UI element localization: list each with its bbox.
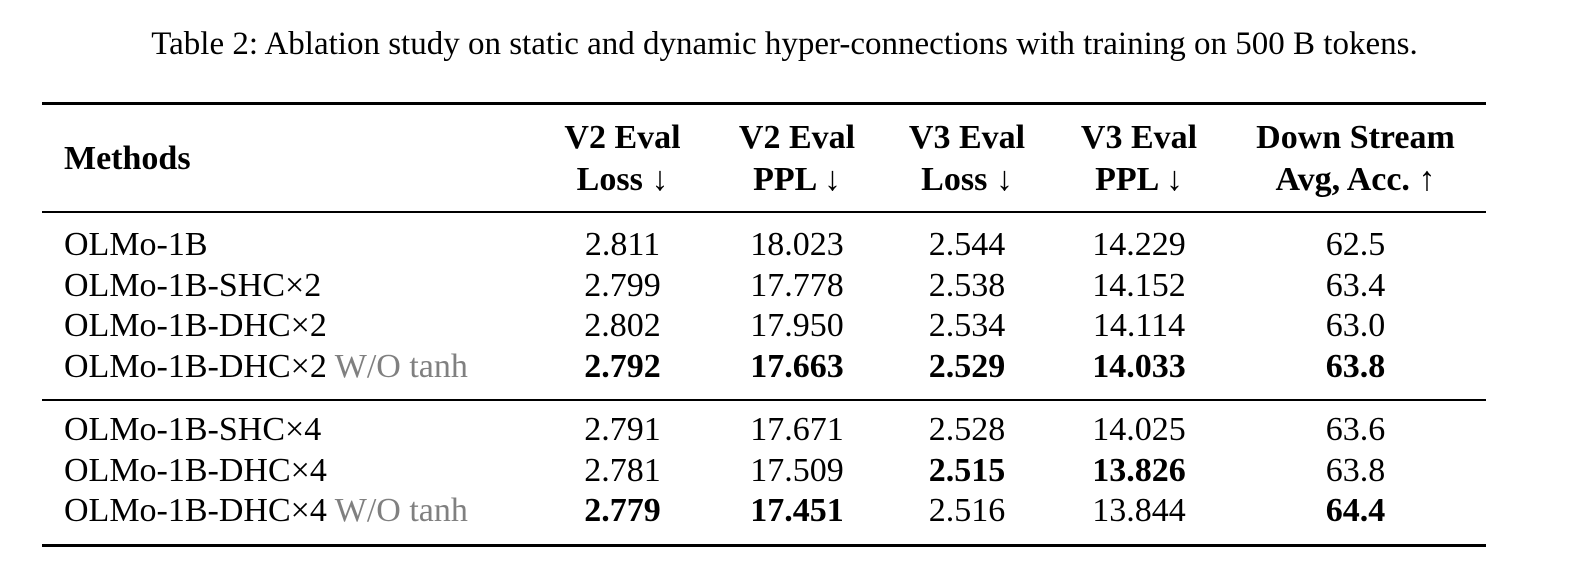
table-caption: Table 2: Ablation study on static and dy… — [151, 26, 1418, 62]
value-cell: 63.6 — [1325, 411, 1386, 448]
method-cell: OLMo-1B-DHC×4 W/O tanh — [42, 491, 532, 545]
value-cell: 14.033 — [1092, 347, 1186, 385]
value-cell: 14.152 — [1092, 266, 1186, 304]
value-cell: 2.538 — [928, 266, 1006, 304]
value-cell: 2.781 — [584, 451, 661, 489]
method-name: OLMo-1B-DHC×2 — [64, 347, 327, 385]
method-name: OLMo-1B-DHC×2 — [64, 307, 327, 344]
header-row: Methods V2 Eval Loss ↓ V2 Eval PPL ↓ V3 … — [42, 103, 1486, 212]
table-row: OLMo-1B-DHC×4 2.781 17.509 2.515 13.826 63.8 — [42, 451, 1486, 492]
value-cell: 18.023 — [750, 226, 844, 263]
value-cell: 63.4 — [1325, 266, 1386, 304]
value-cell: 63.8 — [1325, 451, 1386, 489]
value-cell: 17.671 — [750, 411, 844, 448]
value-cell: 2.544 — [928, 226, 1006, 263]
header-v2-eval-loss: V2 Eval Loss ↓ — [564, 119, 681, 198]
header-v3-eval-ppl: V3 Eval PPL ↓ — [1080, 119, 1198, 198]
method-suffix: W/O tanh — [334, 347, 468, 385]
table-group-2: OLMo-1B-SHC×4 2.791 17.671 2.528 14.025 63.6 O… — [42, 400, 1486, 545]
value-cell: 2.534 — [928, 307, 1006, 344]
table-row: OLMo-1B-DHC×4 W/O tanh 2.779 17.451 2.516 13… — [42, 491, 1486, 545]
method-cell: OLMo-1B-DHC×2 — [42, 306, 532, 347]
table-row: OLMo-1B-SHC×4 2.791 17.671 2.528 14.025 63.6 — [42, 400, 1486, 451]
table-row: OLMo-1B-DHC×2 W/O tanh 2.792 17.663 2.529 14… — [42, 347, 1486, 401]
value-cell: 2.792 — [584, 347, 661, 385]
method-cell: OLMo-1B-DHC×2 W/O tanh — [42, 347, 532, 401]
value-cell: 17.663 — [750, 347, 844, 385]
value-cell: 2.515 — [928, 451, 1006, 489]
value-cell: 2.791 — [584, 411, 661, 448]
table-row: OLMo-1B-DHC×2 2.802 17.950 2.534 14.114 63.0 — [42, 306, 1486, 347]
value-cell: 14.229 — [1092, 226, 1186, 263]
table-row: OLMo-1B-SHC×2 2.799 17.778 2.538 14.152 63.4 — [42, 266, 1486, 307]
value-cell: 2.529 — [928, 347, 1006, 385]
value-cell: 2.811 — [584, 226, 661, 263]
method-name: OLMo-1B-DHC×4 — [64, 492, 327, 529]
value-cell: 14.114 — [1092, 307, 1186, 344]
table-group-1: OLMo-1B 2.811 18.023 2.544 14.229 62.5 OLMo-1B… — [42, 212, 1486, 400]
method-cell: OLMo-1B — [42, 212, 532, 266]
value-cell: 17.950 — [750, 307, 844, 344]
header-v2-eval-ppl: V2 Eval PPL ↓ — [738, 119, 856, 198]
method-name: OLMo-1B-SHC×2 — [64, 266, 322, 304]
value-cell: 64.4 — [1325, 492, 1386, 529]
method-name: OLMo-1B-SHC×4 — [64, 411, 322, 448]
results-table: Methods V2 Eval Loss ↓ V2 Eval PPL ↓ V3 … — [42, 102, 1486, 547]
value-cell: 2.779 — [584, 492, 661, 529]
value-cell: 13.844 — [1092, 492, 1186, 529]
method-cell: OLMo-1B-SHC×2 — [42, 266, 532, 307]
header-downstream-acc: Down Stream Avg, Acc. ↑ — [1256, 119, 1455, 198]
value-cell: 2.528 — [928, 411, 1006, 448]
value-cell: 63.0 — [1325, 307, 1386, 344]
value-cell: 14.025 — [1092, 411, 1186, 448]
value-cell: 2.516 — [928, 492, 1006, 529]
table-row: OLMo-1B 2.811 18.023 2.544 14.229 62.5 — [42, 212, 1486, 266]
value-cell: 63.8 — [1325, 347, 1386, 385]
header-v3-eval-loss: V3 Eval Loss ↓ — [908, 119, 1026, 198]
value-cell: 2.802 — [584, 307, 661, 344]
method-name: OLMo-1B-DHC×4 — [64, 451, 327, 489]
value-cell: 2.799 — [584, 266, 661, 304]
method-cell: OLMo-1B-SHC×4 — [42, 400, 532, 451]
value-cell: 62.5 — [1325, 226, 1386, 263]
value-cell: 17.778 — [750, 266, 844, 304]
value-cell: 17.451 — [750, 492, 844, 529]
value-cell: 13.826 — [1092, 451, 1186, 489]
method-cell: OLMo-1B-DHC×4 — [42, 451, 532, 492]
header-methods: Methods — [64, 140, 191, 177]
method-suffix: W/O tanh — [334, 492, 468, 529]
value-cell: 17.509 — [750, 451, 844, 489]
method-name: OLMo-1B — [64, 226, 208, 263]
